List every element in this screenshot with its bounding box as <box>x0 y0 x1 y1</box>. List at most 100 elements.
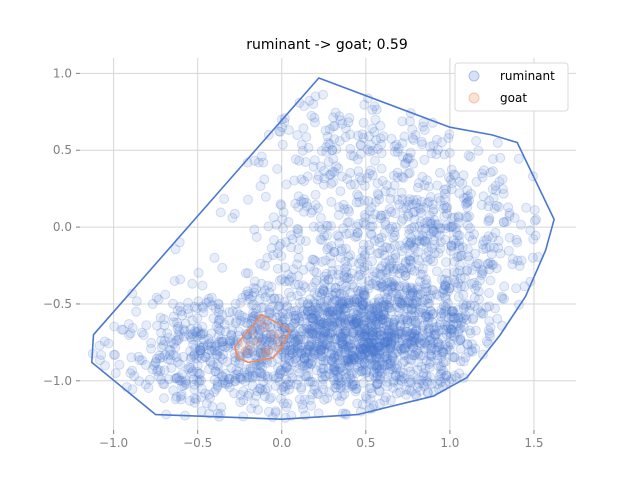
ruminant-point <box>242 329 253 340</box>
ruminant-point <box>476 200 487 210</box>
ruminant-point <box>398 265 409 276</box>
ruminant-point <box>252 386 263 397</box>
ruminant-point <box>198 307 209 318</box>
ruminant-point <box>330 107 341 118</box>
ruminant-point <box>453 313 464 324</box>
ruminant-point <box>415 289 426 300</box>
ruminant-point <box>360 368 371 379</box>
ruminant-point <box>272 164 283 174</box>
ruminant-point <box>405 366 416 377</box>
ruminant-point <box>327 356 338 367</box>
ruminant-point <box>376 148 387 159</box>
ruminant-point <box>301 321 312 332</box>
ruminant-point <box>390 222 401 233</box>
ruminant-point <box>319 394 330 405</box>
ruminant-point <box>356 274 367 285</box>
ruminant-point <box>249 224 260 235</box>
ruminant-point <box>260 370 270 381</box>
ruminant-point <box>255 339 266 350</box>
ruminant-point <box>487 184 498 195</box>
ruminant-point <box>178 351 189 362</box>
ruminant-point <box>413 331 424 342</box>
ruminant-point <box>309 346 320 357</box>
ruminant-point <box>310 349 321 360</box>
ruminant-point <box>294 297 305 308</box>
ruminant-point <box>397 295 408 306</box>
ruminant-point <box>404 384 415 395</box>
ruminant-point <box>318 305 329 316</box>
ruminant-point <box>290 354 300 365</box>
ruminant-point <box>390 315 401 326</box>
ruminant-point <box>390 249 401 260</box>
ruminant-point <box>395 366 406 377</box>
ruminant-point <box>503 202 514 213</box>
ruminant-point <box>345 129 356 140</box>
ruminant-point <box>180 318 191 329</box>
ruminant-point <box>405 282 416 293</box>
ruminant-point <box>397 151 408 162</box>
ruminant-point <box>293 313 304 324</box>
ruminant-point <box>332 359 343 369</box>
ruminant-point <box>416 307 427 318</box>
ruminant-point <box>262 339 273 350</box>
ruminant-point <box>205 357 216 368</box>
ruminant-point <box>441 370 452 381</box>
ruminant-point <box>334 276 345 287</box>
ruminant-point <box>170 373 181 384</box>
ruminant-point <box>213 318 224 329</box>
x-tick-label-5: 1.5 <box>524 436 543 450</box>
ruminant-point <box>284 274 294 285</box>
ruminant-point <box>432 342 443 353</box>
ruminant-point <box>449 352 460 363</box>
ruminant-point <box>243 334 253 345</box>
ruminant-point <box>481 336 492 347</box>
ruminant-point <box>441 257 451 268</box>
ruminant-point <box>455 334 466 345</box>
ruminant-point <box>321 268 332 279</box>
ruminant-point <box>362 317 373 328</box>
ruminant-point <box>368 325 379 336</box>
ruminant-point <box>192 360 203 371</box>
ruminant-point <box>356 351 367 361</box>
ruminant-point <box>372 368 383 379</box>
ruminant-point <box>426 349 437 360</box>
ruminant-point <box>417 171 428 182</box>
ruminant-point <box>281 374 292 385</box>
ruminant-point <box>157 352 168 363</box>
ruminant-point <box>443 133 454 143</box>
ruminant-point <box>386 336 397 347</box>
ruminant-point <box>271 373 281 384</box>
ruminant-point <box>327 345 338 356</box>
ruminant-point <box>210 366 221 377</box>
ruminant-point <box>369 345 380 356</box>
ruminant-point <box>137 355 148 366</box>
ruminant-point <box>301 197 312 208</box>
ruminant-point <box>483 216 494 227</box>
ruminant-point <box>310 328 321 339</box>
ruminant-point <box>147 364 158 375</box>
ruminant-point <box>399 322 410 333</box>
ruminant-point <box>262 371 273 382</box>
ruminant-point <box>456 281 467 292</box>
ruminant-point <box>288 357 299 368</box>
ruminant-point <box>499 294 509 304</box>
ruminant-point <box>403 168 414 179</box>
ruminant-point <box>296 382 307 393</box>
ruminant-point <box>283 377 294 388</box>
ruminant-point <box>498 188 509 199</box>
ruminant-point <box>428 140 439 151</box>
ruminant-point <box>214 304 225 315</box>
ruminant-point <box>367 256 377 267</box>
ruminant-point <box>209 345 220 356</box>
ruminant-point <box>385 364 396 375</box>
ruminant-point <box>183 329 194 340</box>
ruminant-point <box>458 322 469 333</box>
ruminant-point <box>381 355 392 366</box>
ruminant-point <box>321 146 332 157</box>
ruminant-point <box>379 250 390 261</box>
ruminant-point <box>281 179 292 190</box>
ruminant-point <box>309 297 319 308</box>
ruminant-point <box>349 352 360 363</box>
ruminant-point <box>299 176 309 187</box>
ruminant-point <box>293 191 304 202</box>
